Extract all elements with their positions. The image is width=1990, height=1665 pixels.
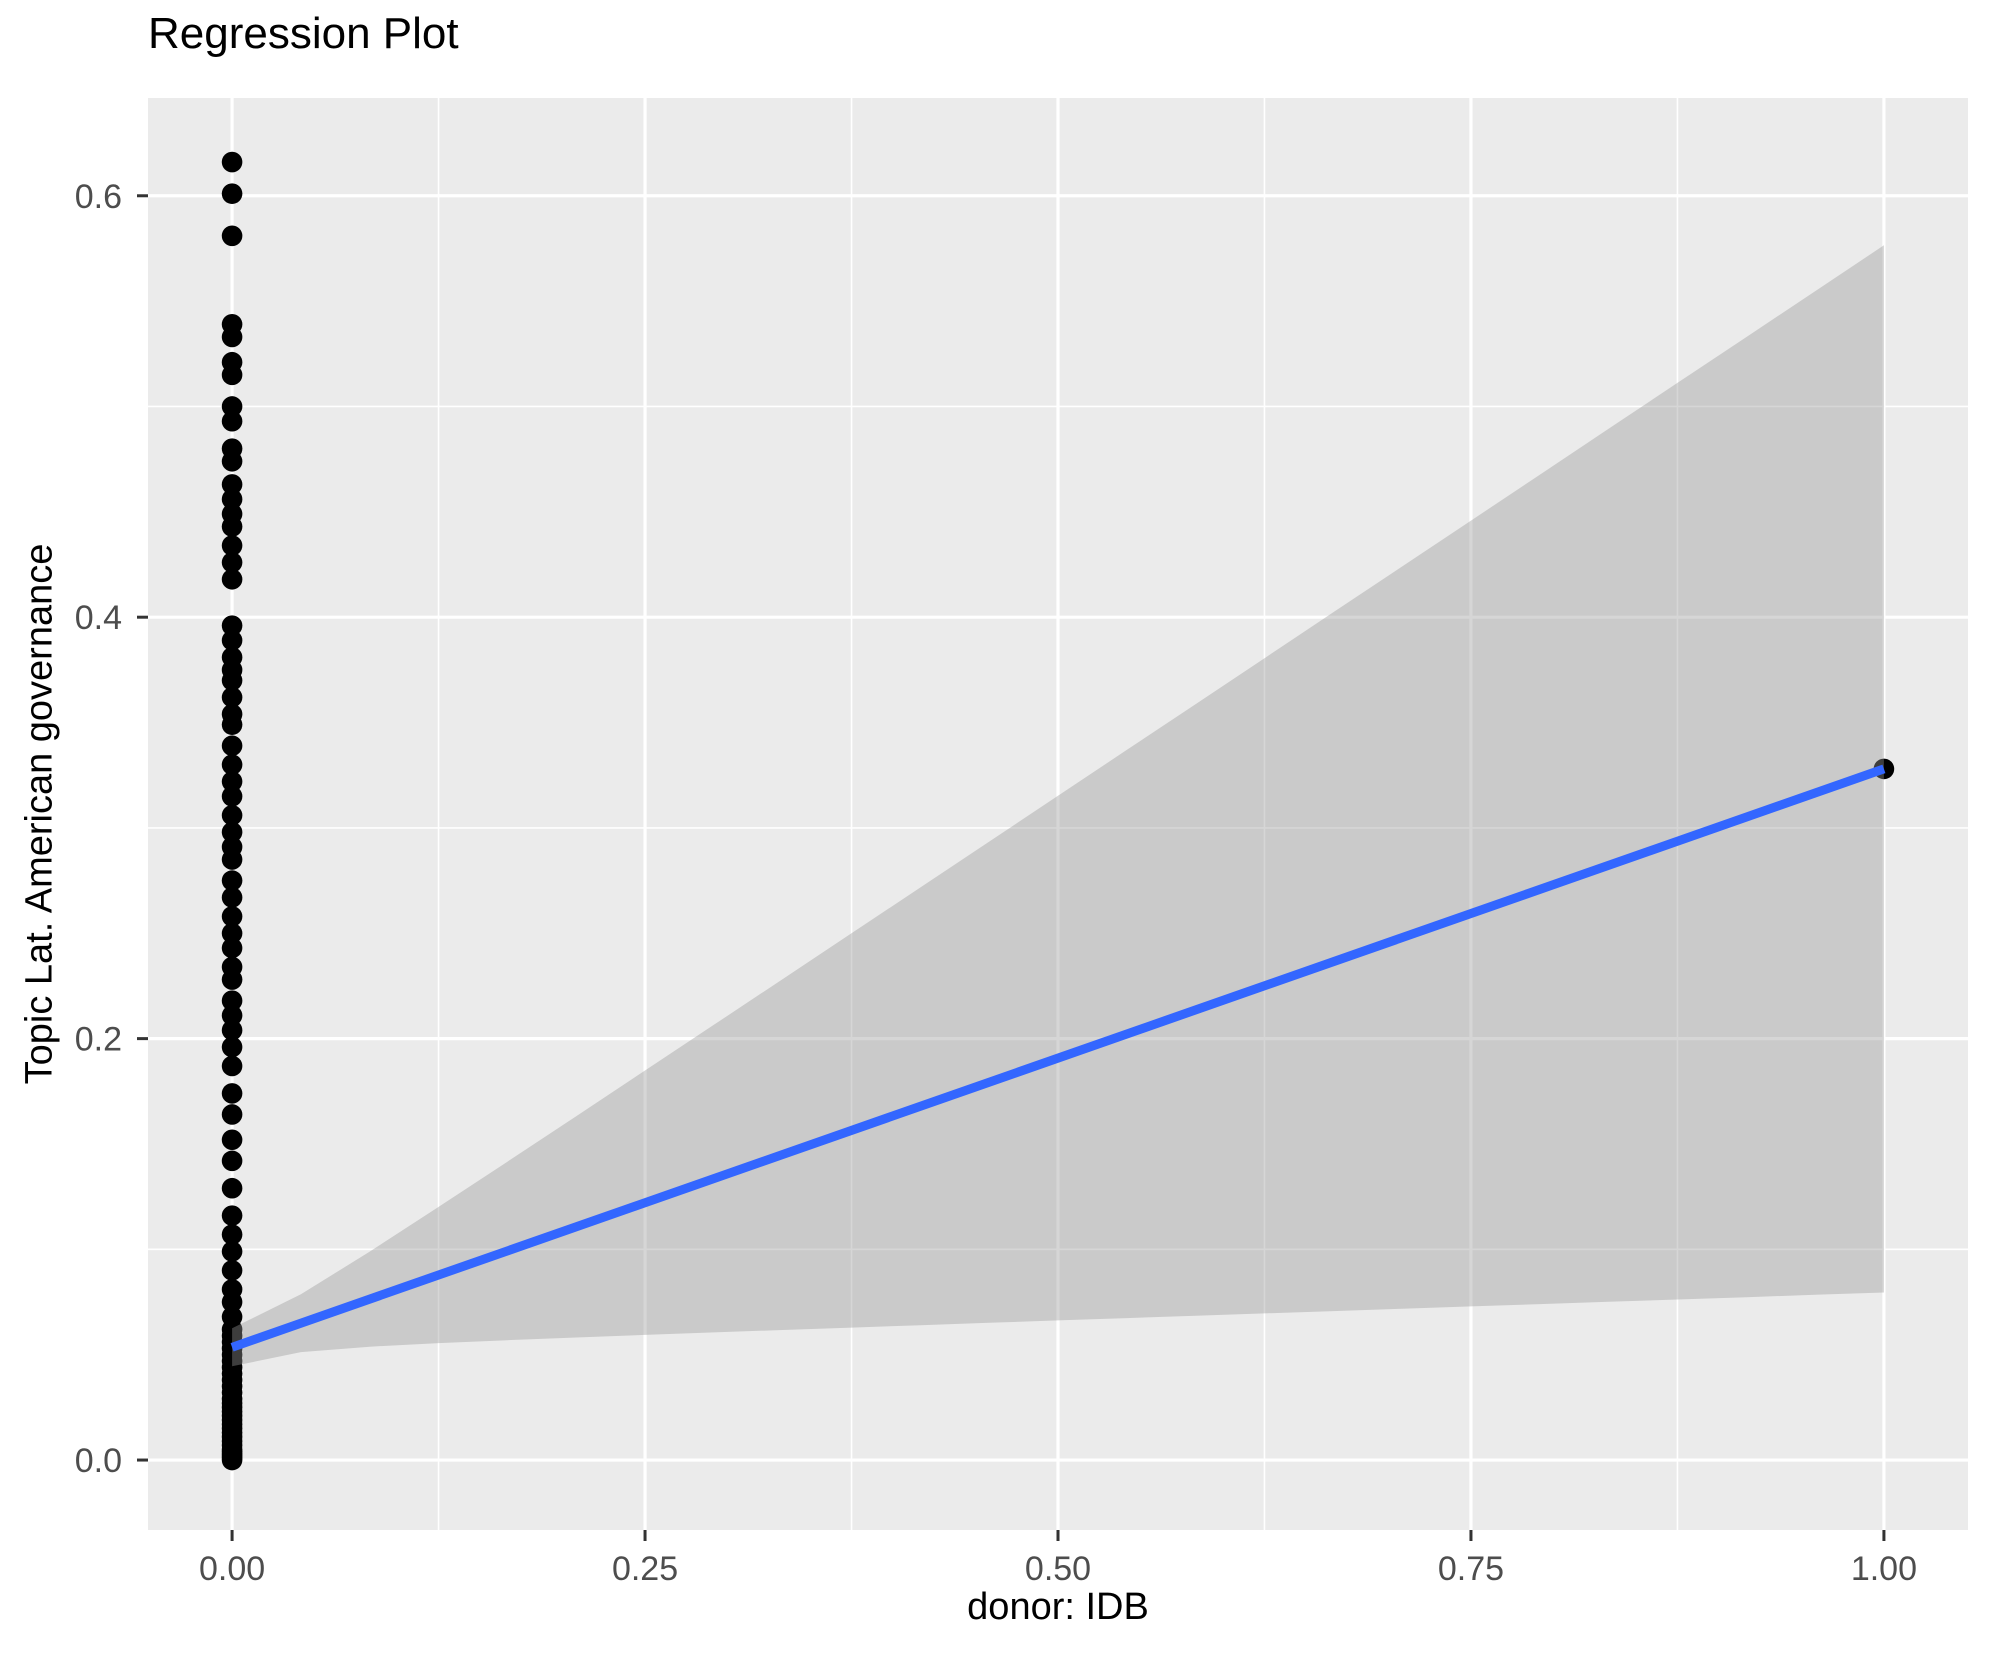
data-point-x0 [221, 804, 243, 826]
y-tick-label: 0.4 [75, 599, 122, 637]
data-point-x0 [221, 1177, 243, 1199]
x-tick-label: 0.00 [199, 1550, 265, 1588]
data-point-x0 [221, 1129, 243, 1151]
data-point-x0 [221, 906, 243, 927]
data-point-x0 [221, 1005, 243, 1026]
x-tick-label: 1.00 [1851, 1550, 1917, 1588]
x-axis-title: donor: IDB [967, 1586, 1149, 1628]
data-point-x0 [221, 1449, 243, 1471]
data-point-x0 [221, 870, 243, 891]
data-point-x0 [221, 887, 243, 908]
data-point-x0 [221, 488, 243, 510]
y-axis-title: Topic Lat. American governance [18, 543, 61, 1085]
data-point-x0 [221, 225, 243, 247]
data-point-x0 [221, 615, 243, 636]
data-point-x0 [221, 969, 243, 990]
plot-title: Regression Plot [148, 9, 459, 58]
data-point-x0 [221, 686, 243, 708]
regression-line [230, 764, 1886, 1352]
data-point-x0 [221, 1241, 243, 1262]
data-point-x0 [221, 937, 243, 959]
data-point-x0 [221, 1036, 243, 1058]
data-point-x0 [221, 922, 243, 944]
y-tick-label: 0.6 [75, 178, 122, 216]
data-point-x0 [221, 396, 243, 417]
data-point-x0 [221, 151, 243, 173]
data-point-x0 [221, 1150, 243, 1172]
data-point-x0 [221, 410, 243, 432]
data-point-x0 [221, 771, 243, 792]
x-tick-label: 0.75 [1438, 1550, 1504, 1588]
confidence-ribbon [232, 245, 1884, 1367]
data-point-x0 [221, 474, 243, 495]
data-point-x0 [221, 450, 243, 472]
data-point-x0 [221, 1205, 243, 1226]
data-point-x0 [221, 1260, 243, 1281]
y-tick-label: 0.2 [75, 1021, 122, 1059]
data-point-x0 [221, 326, 243, 348]
data-point-x0 [221, 1291, 243, 1313]
data-point-x0 [221, 1224, 243, 1245]
data-point-x0 [221, 568, 243, 590]
data-point-x0 [221, 670, 243, 691]
data-point-x0 [221, 714, 243, 735]
data-point-x0 [221, 990, 243, 1011]
data-point-x0 [221, 754, 243, 775]
x-tick-label: 0.25 [612, 1550, 678, 1588]
data-point-x0 [221, 1019, 243, 1041]
data-point-x0 [221, 1083, 243, 1104]
y-tick-label: 0.0 [75, 1442, 122, 1480]
data-point-x0 [221, 786, 243, 807]
data-point-x0 [221, 552, 243, 573]
data-point-x0 [221, 535, 243, 556]
x-tick-label: 0.50 [1025, 1550, 1091, 1588]
data-point-x0 [221, 735, 243, 757]
data-point-x0 [221, 630, 243, 651]
data-point-x0 [221, 1104, 243, 1125]
data-point-x0 [221, 821, 243, 843]
data-point-x0 [221, 183, 243, 204]
data-point-x0 [221, 1055, 243, 1077]
data-point-x0 [221, 516, 243, 537]
data-point-x0 [221, 364, 243, 386]
data-point-x0 [221, 849, 243, 870]
